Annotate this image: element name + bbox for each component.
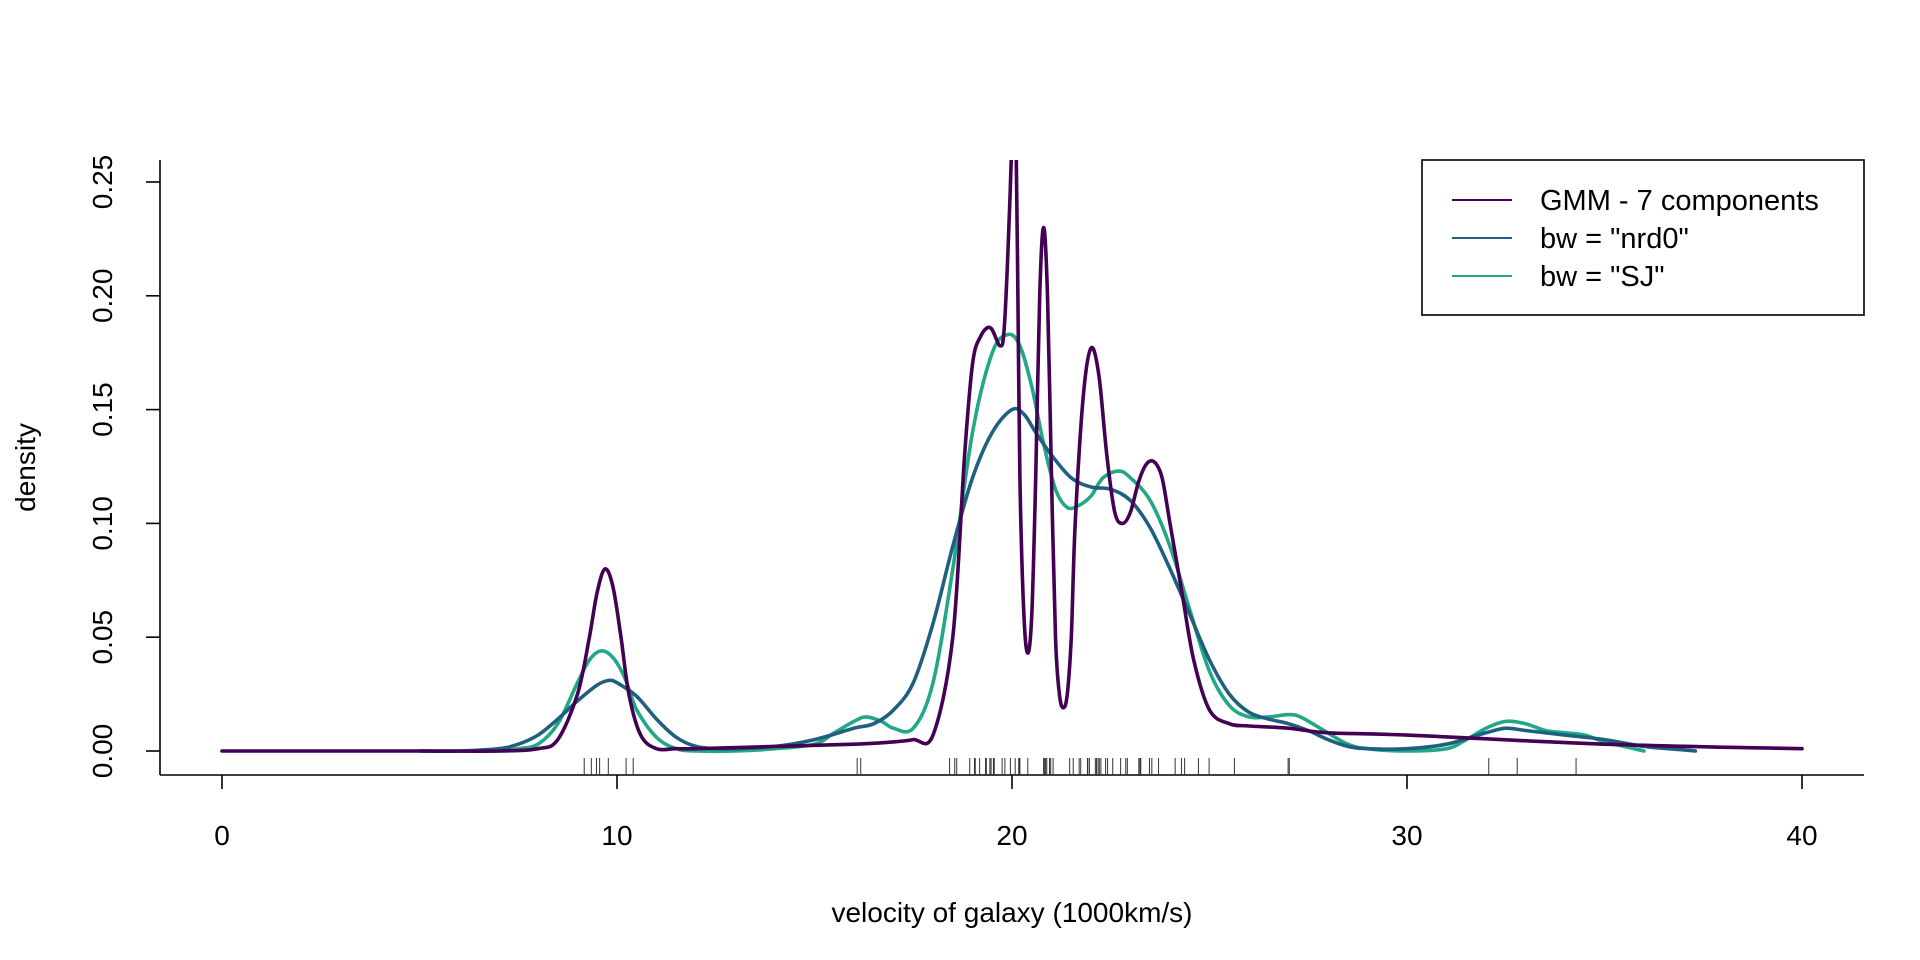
x-axis-title: velocity of galaxy (1000km/s) (831, 897, 1192, 928)
x-tick-label: 30 (1391, 820, 1422, 851)
y-tick-label: 0.20 (87, 269, 118, 324)
x-ticks: 0 10 20 30 40 (214, 775, 1818, 851)
y-tick-label: 0.25 (87, 155, 118, 210)
y-ticks: 0.00 0.05 0.10 0.15 0.20 0.25 (87, 155, 160, 779)
legend-label: bw = "SJ" (1540, 261, 1665, 293)
legend-label: bw = "nrd0" (1540, 223, 1689, 255)
rug-marks (583, 758, 1577, 775)
y-tick-label: 0.15 (87, 382, 118, 437)
legend: GMM - 7 components bw = "nrd0" bw = "SJ" (1421, 159, 1865, 316)
x-tick-label: 40 (1786, 820, 1817, 851)
x-tick-label: 0 (214, 820, 230, 851)
y-tick-label: 0.10 (87, 496, 118, 551)
series-nrd0-line (417, 406, 1698, 753)
series-sj-line (417, 332, 1646, 754)
y-axis-title: density (10, 423, 41, 512)
x-tick-label: 10 (601, 820, 632, 851)
y-tick-label: 0.00 (87, 724, 118, 779)
density-curves (220, 160, 1804, 754)
y-tick-label: 0.05 (87, 610, 118, 665)
axes: 0 10 20 30 40 0.00 0.05 0.10 0.15 0.20 0.25 (87, 155, 1864, 851)
series-gmm-line (220, 160, 1804, 753)
legend-label: GMM - 7 components (1540, 185, 1819, 217)
x-tick-label: 20 (996, 820, 1027, 851)
